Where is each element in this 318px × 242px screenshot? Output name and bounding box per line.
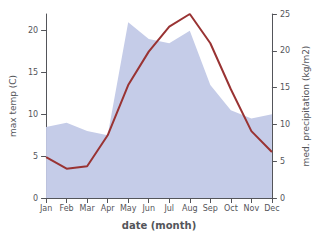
svg-text:10: 10 [280,120,290,129]
svg-text:20: 20 [28,26,38,35]
svg-text:5: 5 [280,157,285,166]
svg-text:0: 0 [280,194,285,203]
svg-text:Jan: Jan [39,204,52,213]
svg-text:15: 15 [280,83,290,92]
svg-text:Aug: Aug [182,204,198,213]
svg-text:20: 20 [280,46,290,55]
svg-text:Jul: Jul [163,204,174,213]
svg-text:Oct: Oct [224,204,238,213]
svg-text:May: May [120,204,137,213]
svg-text:10: 10 [28,110,38,119]
svg-text:Mar: Mar [80,204,96,213]
svg-text:5: 5 [33,152,38,161]
svg-text:Dec: Dec [264,204,279,213]
svg-text:0: 0 [33,194,38,203]
svg-text:date (month): date (month) [122,220,196,231]
svg-text:Sep: Sep [203,204,218,213]
svg-text:15: 15 [28,68,38,77]
svg-text:Nov: Nov [244,204,260,213]
svg-text:Apr: Apr [101,204,116,213]
svg-text:max temp (C): max temp (C) [8,75,18,137]
svg-text:Jun: Jun [141,204,155,213]
svg-text:25: 25 [280,10,290,19]
svg-text:med. precipitation (kg/m2): med. precipitation (kg/m2) [301,46,311,167]
svg-text:Feb: Feb [60,204,74,213]
